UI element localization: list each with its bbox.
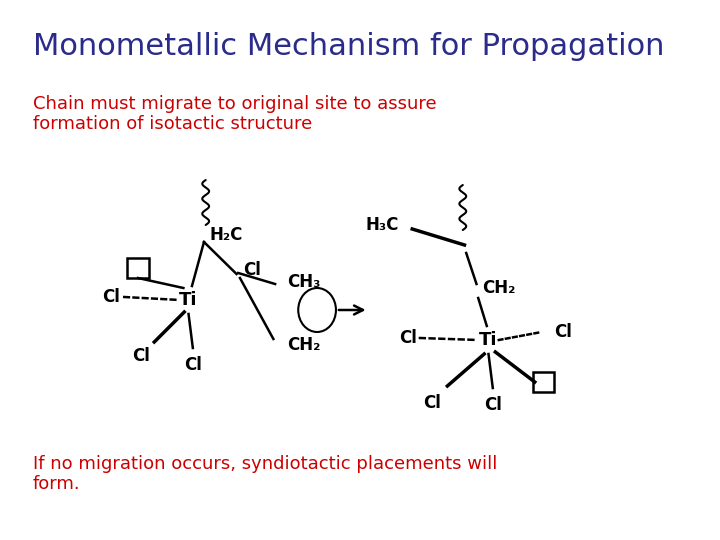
Text: CH₂: CH₂ [482, 279, 515, 297]
Text: H₃C: H₃C [365, 216, 398, 234]
Circle shape [298, 288, 336, 332]
Bar [127, 258, 149, 278]
Text: Ti: Ti [480, 331, 498, 349]
Text: CH₃: CH₃ [287, 273, 320, 291]
Text: Cl: Cl [132, 347, 150, 365]
Text: Chain must migrate to original site to assure: Chain must migrate to original site to a… [32, 95, 436, 113]
Text: Cl: Cl [184, 356, 202, 374]
Bar [533, 372, 554, 392]
Text: formation of isotactic structure: formation of isotactic structure [32, 115, 312, 133]
Text: Cl: Cl [554, 323, 572, 341]
Text: form.: form. [32, 475, 80, 493]
Text: Cl: Cl [102, 288, 120, 306]
Text: Cl: Cl [399, 329, 416, 347]
Text: Monometallic Mechanism for Propagation: Monometallic Mechanism for Propagation [32, 32, 664, 61]
Text: Cl: Cl [484, 396, 502, 414]
Text: CH₂: CH₂ [287, 336, 320, 354]
Text: Cl: Cl [243, 261, 261, 279]
Text: Ti: Ti [179, 291, 198, 309]
Text: H₂C: H₂C [209, 226, 243, 244]
Text: Cl: Cl [423, 394, 441, 412]
Text: If no migration occurs, syndiotactic placements will: If no migration occurs, syndiotactic pla… [32, 455, 497, 473]
